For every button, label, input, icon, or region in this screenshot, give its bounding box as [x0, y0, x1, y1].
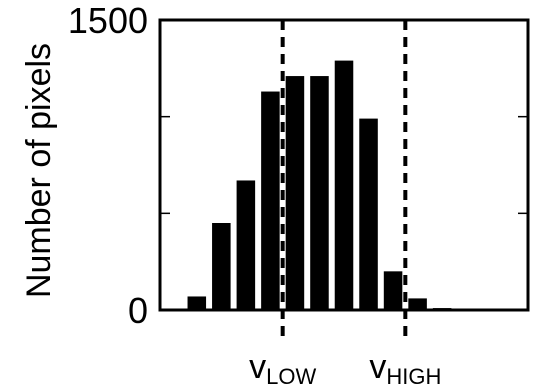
- histogram-bar: [286, 76, 305, 310]
- y-tick-label: 1500: [68, 0, 148, 41]
- histogram-bar: [212, 223, 231, 310]
- histogram-bar: [384, 271, 403, 310]
- histogram-bar: [261, 92, 280, 310]
- y-tick-label: 0: [128, 290, 148, 331]
- histogram-bar: [237, 180, 256, 310]
- v_high-label: vHIGH: [369, 348, 441, 387]
- v_low-label: vLOW: [249, 348, 316, 387]
- histogram-bar: [335, 61, 354, 310]
- histogram-bar: [188, 296, 207, 310]
- histogram-bar: [310, 76, 329, 310]
- histogram-bar: [359, 119, 378, 310]
- histogram-bar: [408, 298, 427, 310]
